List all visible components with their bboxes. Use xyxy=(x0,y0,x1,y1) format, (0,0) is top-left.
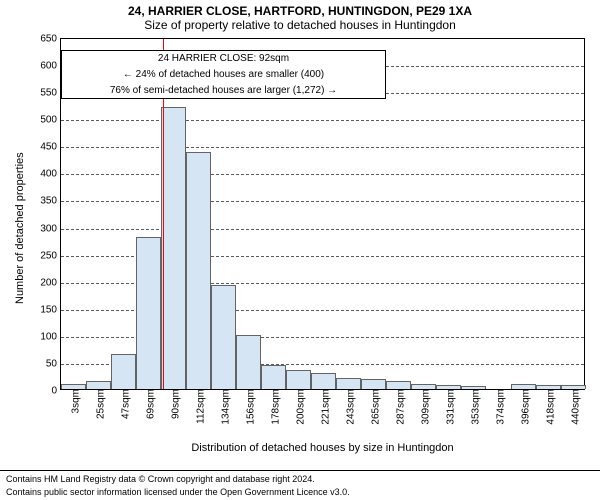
histogram-bar xyxy=(286,370,311,389)
y-tick-label: 450 xyxy=(40,142,61,153)
gridline xyxy=(61,120,584,121)
annotation-line: 76% of semi-detached houses are larger (… xyxy=(62,83,385,99)
x-tick-label: 287sqm xyxy=(391,389,406,425)
chart-title-line1: 24, HARRIER CLOSE, HARTFORD, HUNTINGDON,… xyxy=(0,0,600,18)
gridline xyxy=(61,201,584,202)
x-tick-label: 309sqm xyxy=(416,389,431,425)
histogram-bar xyxy=(211,285,236,389)
y-tick-label: 0 xyxy=(51,386,61,397)
y-tick-label: 200 xyxy=(40,277,61,288)
x-tick-label: 440sqm xyxy=(566,389,581,425)
x-tick-label: 134sqm xyxy=(216,389,231,425)
y-tick-label: 600 xyxy=(40,61,61,72)
histogram-bar xyxy=(386,381,411,389)
credit-line1: Contains HM Land Registry data © Crown c… xyxy=(6,473,594,486)
chart-title-line2: Size of property relative to detached ho… xyxy=(0,18,600,32)
annotation-box: 24 HARRIER CLOSE: 92sqm← 24% of detached… xyxy=(61,50,386,99)
x-tick-label: 374sqm xyxy=(491,389,506,425)
histogram-bar xyxy=(311,373,336,389)
y-tick-label: 350 xyxy=(40,196,61,207)
x-tick-label: 3sqm xyxy=(66,389,81,413)
gridline xyxy=(61,229,584,230)
x-tick-label: 265sqm xyxy=(366,389,381,425)
histogram-bar xyxy=(161,107,186,389)
annotation-line: ← 24% of detached houses are smaller (40… xyxy=(62,67,385,83)
histogram-bar xyxy=(136,237,161,389)
y-tick-label: 400 xyxy=(40,169,61,180)
y-tick-label: 250 xyxy=(40,250,61,261)
credit-line2: Contains public sector information licen… xyxy=(6,486,594,499)
x-tick-label: 25sqm xyxy=(91,389,106,419)
histogram-bar xyxy=(361,379,386,389)
x-tick-label: 331sqm xyxy=(441,389,456,425)
histogram-bar xyxy=(336,378,361,389)
x-tick-label: 178sqm xyxy=(266,389,281,425)
y-tick-label: 50 xyxy=(46,358,61,369)
x-axis-label: Distribution of detached houses by size … xyxy=(60,442,585,454)
y-tick-label: 100 xyxy=(40,331,61,342)
y-tick-label: 150 xyxy=(40,304,61,315)
y-axis-label: Number of detached properties xyxy=(14,152,26,304)
x-tick-label: 47sqm xyxy=(116,389,131,419)
y-tick-label: 650 xyxy=(40,34,61,45)
annotation-line: 24 HARRIER CLOSE: 92sqm xyxy=(62,51,385,67)
x-tick-label: 200sqm xyxy=(291,389,306,425)
histogram-bar xyxy=(261,365,286,389)
plot-area: 0501001502002503003504004505005506006503… xyxy=(60,38,585,390)
gridline xyxy=(61,174,584,175)
x-tick-label: 243sqm xyxy=(341,389,356,425)
y-tick-label: 550 xyxy=(40,88,61,99)
histogram-bar xyxy=(86,381,111,389)
y-tick-label: 300 xyxy=(40,223,61,234)
x-tick-label: 221sqm xyxy=(316,389,331,425)
x-tick-label: 112sqm xyxy=(191,389,206,424)
x-tick-label: 353sqm xyxy=(466,389,481,425)
credit-footer: Contains HM Land Registry data © Crown c… xyxy=(0,470,600,500)
x-tick-label: 69sqm xyxy=(141,389,156,419)
x-tick-label: 396sqm xyxy=(516,389,531,425)
x-tick-label: 90sqm xyxy=(166,389,181,419)
y-tick-label: 500 xyxy=(40,115,61,126)
histogram-bar xyxy=(186,152,211,389)
gridline xyxy=(61,147,584,148)
histogram-bar xyxy=(111,354,136,389)
x-tick-label: 418sqm xyxy=(541,389,556,425)
x-tick-label: 156sqm xyxy=(241,389,256,425)
histogram-bar xyxy=(236,335,261,389)
